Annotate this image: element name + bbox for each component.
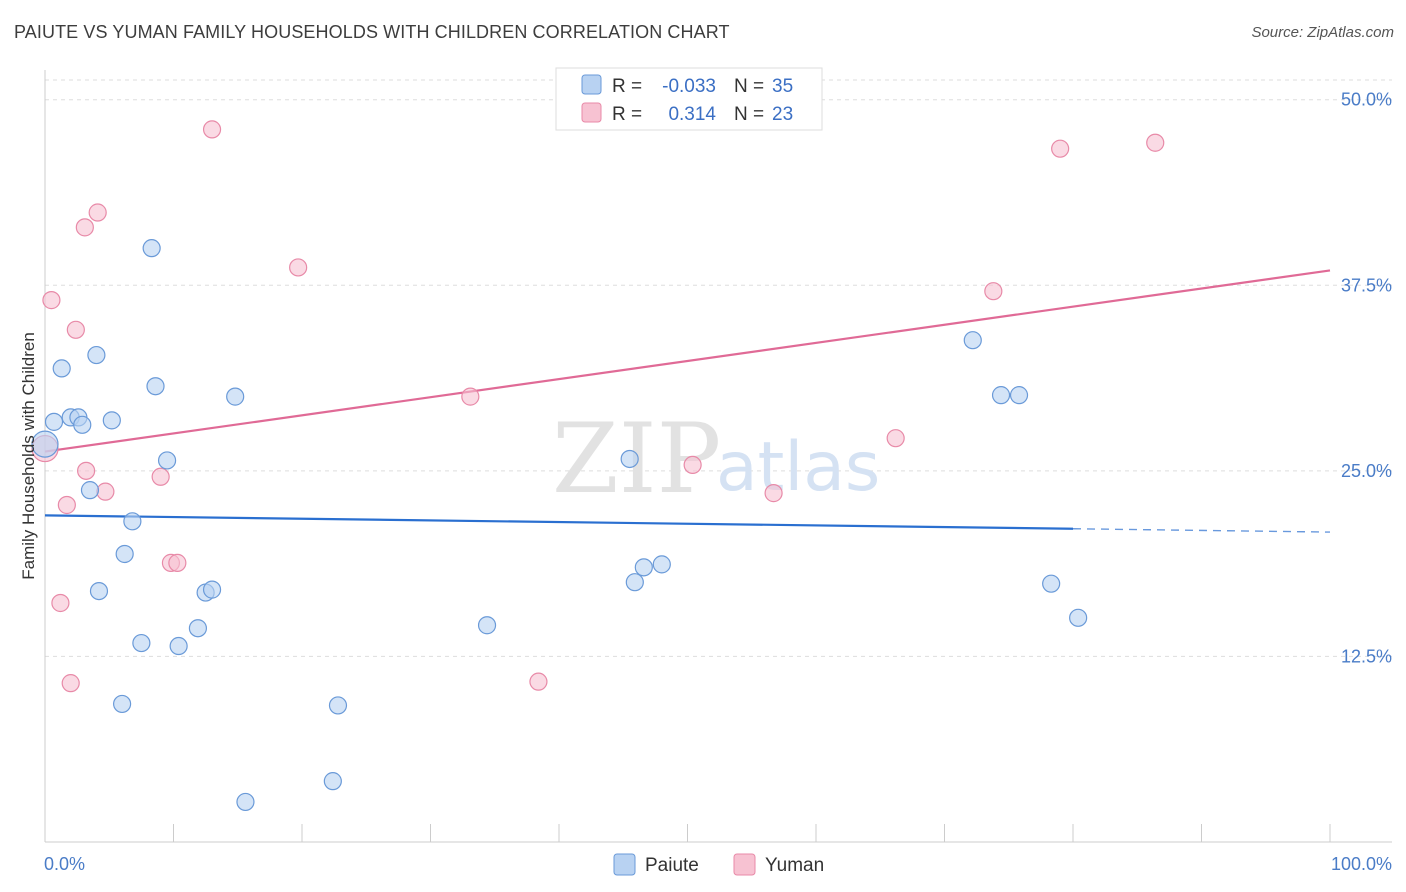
series-legend-label-yuman: Yuman bbox=[765, 855, 824, 876]
point-paiute bbox=[142, 239, 161, 258]
point-yuman bbox=[461, 387, 480, 406]
point-paiute bbox=[1042, 574, 1061, 593]
point-yuman bbox=[202, 120, 222, 139]
legend-r-value-paiute: -0.033 bbox=[662, 76, 716, 97]
point-paiute bbox=[634, 558, 653, 577]
trend-lines bbox=[44, 269, 1331, 533]
point-paiute bbox=[323, 772, 342, 791]
legend-n-value-paiute: 35 bbox=[772, 76, 793, 97]
legend-swatch-paiute bbox=[581, 74, 602, 95]
point-paiute bbox=[52, 359, 71, 378]
legend-r-label-yuman: R = bbox=[612, 104, 642, 125]
source-label: Source: ZipAtlas.com bbox=[1251, 24, 1394, 41]
point-paiute bbox=[236, 792, 255, 812]
point-yuman bbox=[764, 484, 783, 503]
point-paiute bbox=[202, 580, 222, 599]
point-paiute bbox=[132, 633, 151, 653]
trend-line-paiute-extension bbox=[1072, 528, 1331, 533]
point-yuman bbox=[51, 593, 70, 613]
point-paiute bbox=[328, 696, 348, 715]
point-paiute bbox=[44, 412, 64, 431]
y-tick-label: 25.0% bbox=[1341, 461, 1392, 481]
point-paiute bbox=[73, 415, 92, 434]
y-tick-label: 37.5% bbox=[1341, 275, 1392, 295]
legend-r-value-yuman: 0.314 bbox=[668, 104, 716, 125]
point-paiute bbox=[146, 377, 165, 396]
point-paiute bbox=[963, 331, 982, 350]
stats-legend: R = -0.033 N = 35 R = 0.314 N = 23 bbox=[555, 67, 823, 131]
point-paiute bbox=[123, 512, 142, 531]
point-yuman bbox=[77, 461, 96, 480]
point-yuman bbox=[1146, 133, 1165, 152]
legend-r-label-paiute: R = bbox=[612, 76, 642, 97]
point-yuman bbox=[886, 429, 905, 448]
point-paiute bbox=[991, 386, 1011, 405]
point-yuman bbox=[529, 672, 548, 691]
point-yuman bbox=[75, 218, 94, 237]
point-yuman bbox=[57, 495, 76, 515]
x-tick-label-min: 0.0% bbox=[44, 854, 85, 874]
y-tick-label: 50.0% bbox=[1341, 90, 1392, 110]
scatter-points bbox=[31, 120, 1165, 812]
legend-n-label-paiute: N = bbox=[734, 76, 764, 97]
x-tick-label-max: 100.0% bbox=[1331, 854, 1392, 874]
point-paiute bbox=[620, 449, 639, 469]
point-paiute bbox=[1069, 608, 1088, 627]
point-paiute bbox=[87, 345, 106, 365]
watermark-atlas: atlas bbox=[716, 428, 880, 507]
point-paiute bbox=[226, 387, 245, 406]
point-paiute bbox=[102, 411, 121, 430]
point-paiute bbox=[115, 544, 134, 564]
point-paiute bbox=[188, 619, 208, 638]
series-legend-label-paiute: Paiute bbox=[645, 855, 699, 876]
chart-title: PAIUTE VS YUMAN FAMILY HOUSEHOLDS WITH C… bbox=[14, 22, 730, 42]
y-tick-label: 12.5% bbox=[1341, 646, 1392, 666]
legend-swatch-yuman bbox=[581, 102, 602, 123]
trend-line-yuman bbox=[44, 269, 1331, 453]
point-yuman bbox=[151, 467, 170, 486]
point-yuman bbox=[1051, 139, 1070, 158]
point-yuman bbox=[61, 674, 80, 693]
point-yuman bbox=[66, 320, 85, 339]
legend-n-value-yuman: 23 bbox=[772, 104, 793, 125]
point-paiute bbox=[112, 694, 132, 714]
point-yuman bbox=[42, 291, 61, 310]
trend-line-paiute bbox=[44, 514, 1074, 530]
point-yuman bbox=[88, 203, 107, 222]
y-tick-labels: 12.5% 25.0% 37.5% 50.0% bbox=[1341, 90, 1392, 667]
y-axis-label: Family Households with Children bbox=[19, 332, 38, 580]
point-paiute bbox=[157, 451, 177, 470]
point-yuman bbox=[683, 455, 702, 475]
point-paiute bbox=[169, 636, 188, 656]
point-paiute bbox=[80, 481, 100, 500]
point-paiute bbox=[31, 430, 59, 458]
point-paiute bbox=[89, 581, 109, 601]
point-paiute bbox=[1009, 386, 1029, 405]
gridlines bbox=[45, 79, 1392, 657]
legend-n-label-yuman: N = bbox=[734, 104, 764, 125]
point-yuman bbox=[984, 282, 1003, 301]
point-paiute bbox=[652, 555, 671, 574]
series-legend-swatch-paiute bbox=[613, 853, 636, 876]
point-yuman bbox=[96, 482, 115, 501]
point-paiute bbox=[625, 573, 644, 592]
point-paiute bbox=[477, 616, 497, 635]
series-legend: Paiute Yuman bbox=[613, 853, 824, 876]
point-yuman bbox=[289, 258, 308, 277]
series-legend-swatch-yuman bbox=[733, 853, 756, 876]
point-yuman bbox=[168, 553, 187, 572]
